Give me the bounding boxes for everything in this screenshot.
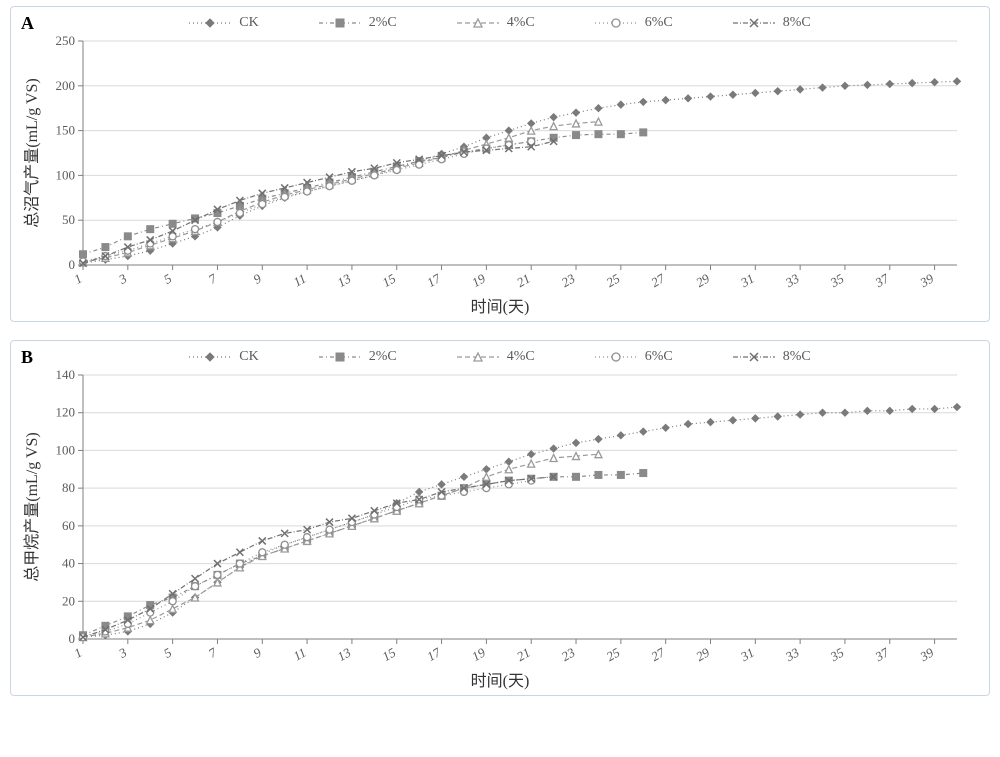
svg-text:40: 40 [62, 556, 75, 571]
panel-a-chart: 0501001502002501357911131517192123252729… [19, 33, 981, 293]
legend-swatch-CK [189, 16, 231, 30]
svg-text:总甲烷产量(mL/g VS): 总甲烷产量(mL/g VS) [23, 432, 41, 582]
svg-text:100: 100 [56, 167, 76, 182]
svg-text:23: 23 [559, 644, 578, 664]
svg-text:37: 37 [872, 270, 892, 290]
svg-text:13: 13 [335, 270, 354, 290]
svg-text:29: 29 [693, 270, 712, 290]
legend-label-8C: 8%C [783, 15, 811, 31]
legend-swatch-4C [457, 350, 499, 364]
legend-item-4C: 4%C [457, 349, 535, 365]
legend-label-2C: 2%C [369, 349, 397, 365]
svg-text:140: 140 [56, 367, 76, 382]
svg-text:总沼气产量(mL/g VS): 总沼气产量(mL/g VS) [23, 78, 41, 228]
svg-text:5: 5 [161, 270, 175, 286]
legend-swatch-6C [595, 350, 637, 364]
svg-text:19: 19 [469, 270, 488, 290]
svg-text:9: 9 [251, 644, 265, 660]
svg-text:50: 50 [62, 212, 75, 227]
svg-text:11: 11 [291, 271, 309, 290]
svg-text:11: 11 [291, 645, 309, 664]
svg-text:25: 25 [604, 644, 623, 664]
svg-text:21: 21 [514, 645, 533, 664]
legend-label-2C: 2%C [369, 15, 397, 31]
legend-swatch-2C [319, 350, 361, 364]
legend-label-CK: CK [239, 15, 258, 31]
legend-item-6C: 6%C [595, 349, 673, 365]
legend-swatch-4C [457, 16, 499, 30]
panel-b-letter: B [21, 347, 33, 368]
svg-text:0: 0 [69, 257, 76, 272]
panel-a-xlabel: 时间(天) [19, 293, 981, 319]
svg-text:7: 7 [206, 270, 220, 286]
svg-text:27: 27 [648, 270, 667, 290]
svg-text:5: 5 [161, 644, 175, 660]
legend-swatch-8C [733, 350, 775, 364]
panel-a-letter: A [21, 13, 34, 34]
svg-text:250: 250 [56, 33, 76, 48]
svg-text:7: 7 [206, 644, 220, 660]
svg-text:17: 17 [424, 644, 443, 664]
legend-item-4C: 4%C [457, 15, 535, 31]
svg-text:20: 20 [62, 593, 75, 608]
panel-b-legend: CK 2%C 4%C 6%C 8%C [19, 345, 981, 367]
panel-a-legend: CK 2%C 4%C 6%C 8%C [19, 11, 981, 33]
legend-item-CK: CK [189, 15, 258, 31]
svg-text:39: 39 [916, 270, 936, 290]
legend-item-8C: 8%C [733, 349, 811, 365]
svg-text:150: 150 [56, 123, 76, 138]
legend-label-8C: 8%C [783, 349, 811, 365]
panel-a: A CK2%C4%C6%C8%C 05010015020025013579111… [10, 6, 990, 322]
svg-text:200: 200 [56, 78, 76, 93]
svg-text:60: 60 [62, 518, 75, 533]
svg-text:15: 15 [379, 270, 398, 290]
svg-text:9: 9 [251, 270, 265, 286]
svg-text:35: 35 [827, 644, 847, 664]
svg-text:33: 33 [782, 644, 802, 664]
svg-text:35: 35 [827, 270, 847, 290]
svg-text:31: 31 [737, 271, 757, 291]
panel-b-chart: 0204060801001201401357911131517192123252… [19, 367, 981, 667]
svg-text:31: 31 [737, 645, 757, 665]
legend-item-2C: 2%C [319, 349, 397, 365]
svg-text:80: 80 [62, 480, 75, 495]
legend-swatch-6C [595, 16, 637, 30]
legend-item-2C: 2%C [319, 15, 397, 31]
page-root: A CK2%C4%C6%C8%C 05010015020025013579111… [0, 0, 1000, 720]
legend-label-4C: 4%C [507, 15, 535, 31]
svg-text:23: 23 [559, 270, 578, 290]
svg-text:33: 33 [782, 270, 802, 290]
svg-text:21: 21 [514, 271, 533, 290]
svg-text:3: 3 [115, 644, 129, 661]
legend-item-8C: 8%C [733, 15, 811, 31]
legend-label-4C: 4%C [507, 349, 535, 365]
legend-swatch-CK [189, 350, 231, 364]
legend-label-6C: 6%C [645, 15, 673, 31]
svg-text:37: 37 [872, 644, 892, 664]
svg-text:29: 29 [693, 644, 712, 664]
svg-text:100: 100 [56, 442, 76, 457]
svg-text:39: 39 [916, 644, 936, 664]
legend-swatch-8C [733, 16, 775, 30]
legend-swatch-2C [319, 16, 361, 30]
svg-text:15: 15 [379, 644, 398, 664]
svg-text:27: 27 [648, 644, 667, 664]
svg-text:1: 1 [71, 271, 84, 287]
legend-item-CK: CK [189, 349, 258, 365]
svg-text:3: 3 [115, 270, 129, 287]
legend-item-6C: 6%C [595, 15, 673, 31]
svg-text:25: 25 [604, 270, 623, 290]
svg-text:0: 0 [69, 631, 76, 646]
svg-text:1: 1 [71, 645, 84, 661]
svg-text:19: 19 [469, 644, 488, 664]
svg-text:120: 120 [56, 405, 76, 420]
panel-b-xlabel: 时间(天) [19, 667, 981, 693]
svg-text:13: 13 [335, 644, 354, 664]
svg-text:17: 17 [424, 270, 443, 290]
panel-b: B CK2%C4%C6%C8%C 02040608010012014013579… [10, 340, 990, 696]
legend-label-6C: 6%C [645, 349, 673, 365]
legend-label-CK: CK [239, 349, 258, 365]
